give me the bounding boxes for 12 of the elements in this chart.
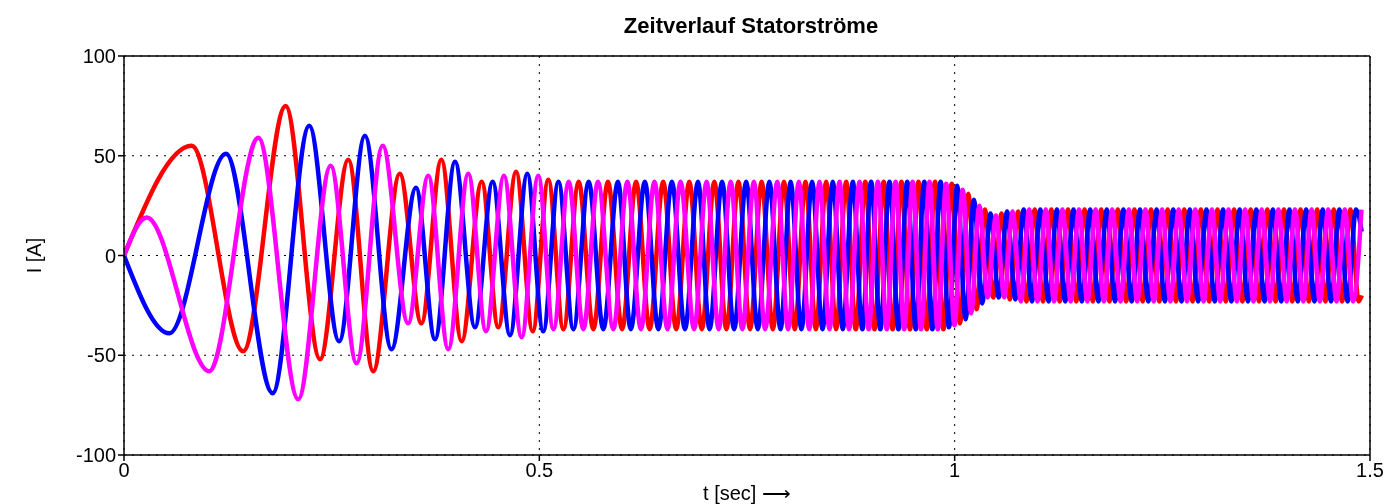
chart-title: Zeitverlauf Statorströme	[623, 13, 879, 38]
y-tick-label: 50	[93, 144, 116, 167]
y-tick-label: -100	[75, 444, 116, 467]
x-tick-label: 1.5	[1356, 459, 1384, 482]
x-tick-label: 0.5	[525, 459, 554, 482]
x-tick-label: 0	[118, 459, 130, 482]
x-axis-title: t [sec] ⟶	[703, 482, 791, 504]
y-tick-label: 100	[82, 45, 116, 68]
y-tick-label: 0	[104, 244, 116, 267]
x-tick-label: 1	[949, 459, 961, 482]
y-axis-title: I [A]	[23, 237, 46, 274]
y-tick-label: -50	[87, 344, 116, 367]
